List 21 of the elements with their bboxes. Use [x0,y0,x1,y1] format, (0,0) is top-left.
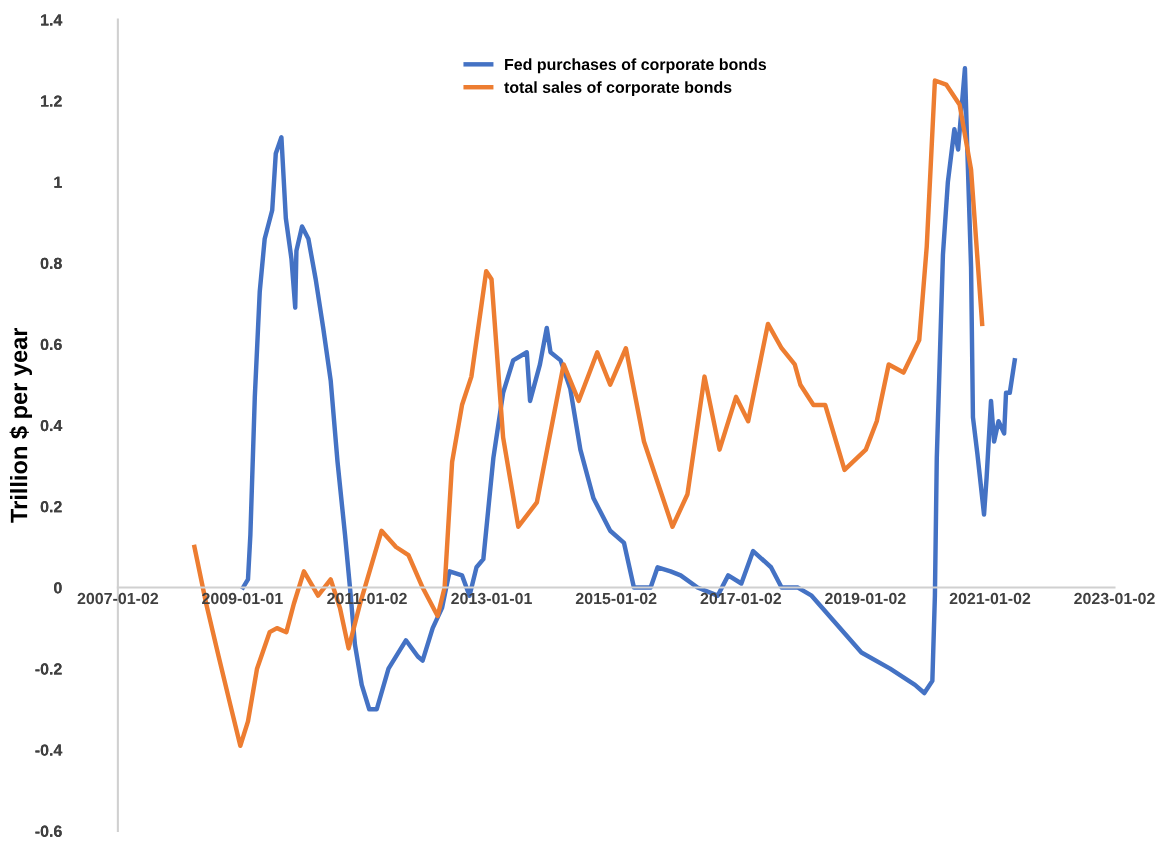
y-tick-label: -0.6 [35,825,62,837]
x-tick-label: 2021-01-02 [949,592,1031,605]
y-tick-label: 0.6 [40,338,62,351]
x-tick-label: 2007-01-02 [77,592,159,605]
legend-label: total sales of corporate bonds [504,81,732,97]
y-tick-label: 0.2 [40,501,62,513]
y-axis-title: Trillion $ per year [9,327,33,523]
y-tick-label: 0.4 [40,419,63,432]
y-tick-label: 1.4 [41,14,63,26]
x-tick-label: 2019-01-02 [825,592,906,605]
x-tick-label: 2015-01-02 [575,592,657,605]
y-tick-label: 1.2 [41,95,62,107]
y-tick-label: 0.8 [40,257,62,269]
x-tick-label: 2017-01-02 [700,592,782,605]
x-tick-label: 2023-01-02 [1074,592,1155,605]
y-tick-label: -0.4 [35,744,63,756]
y-tick-label: 1 [54,176,62,188]
x-tick-label: 2013-01-01 [451,592,532,605]
legend-label: Fed purchases of corporate bonds [505,58,767,74]
y-tick-label: -0.2 [35,663,62,675]
y-tick-label: 0 [54,582,62,594]
